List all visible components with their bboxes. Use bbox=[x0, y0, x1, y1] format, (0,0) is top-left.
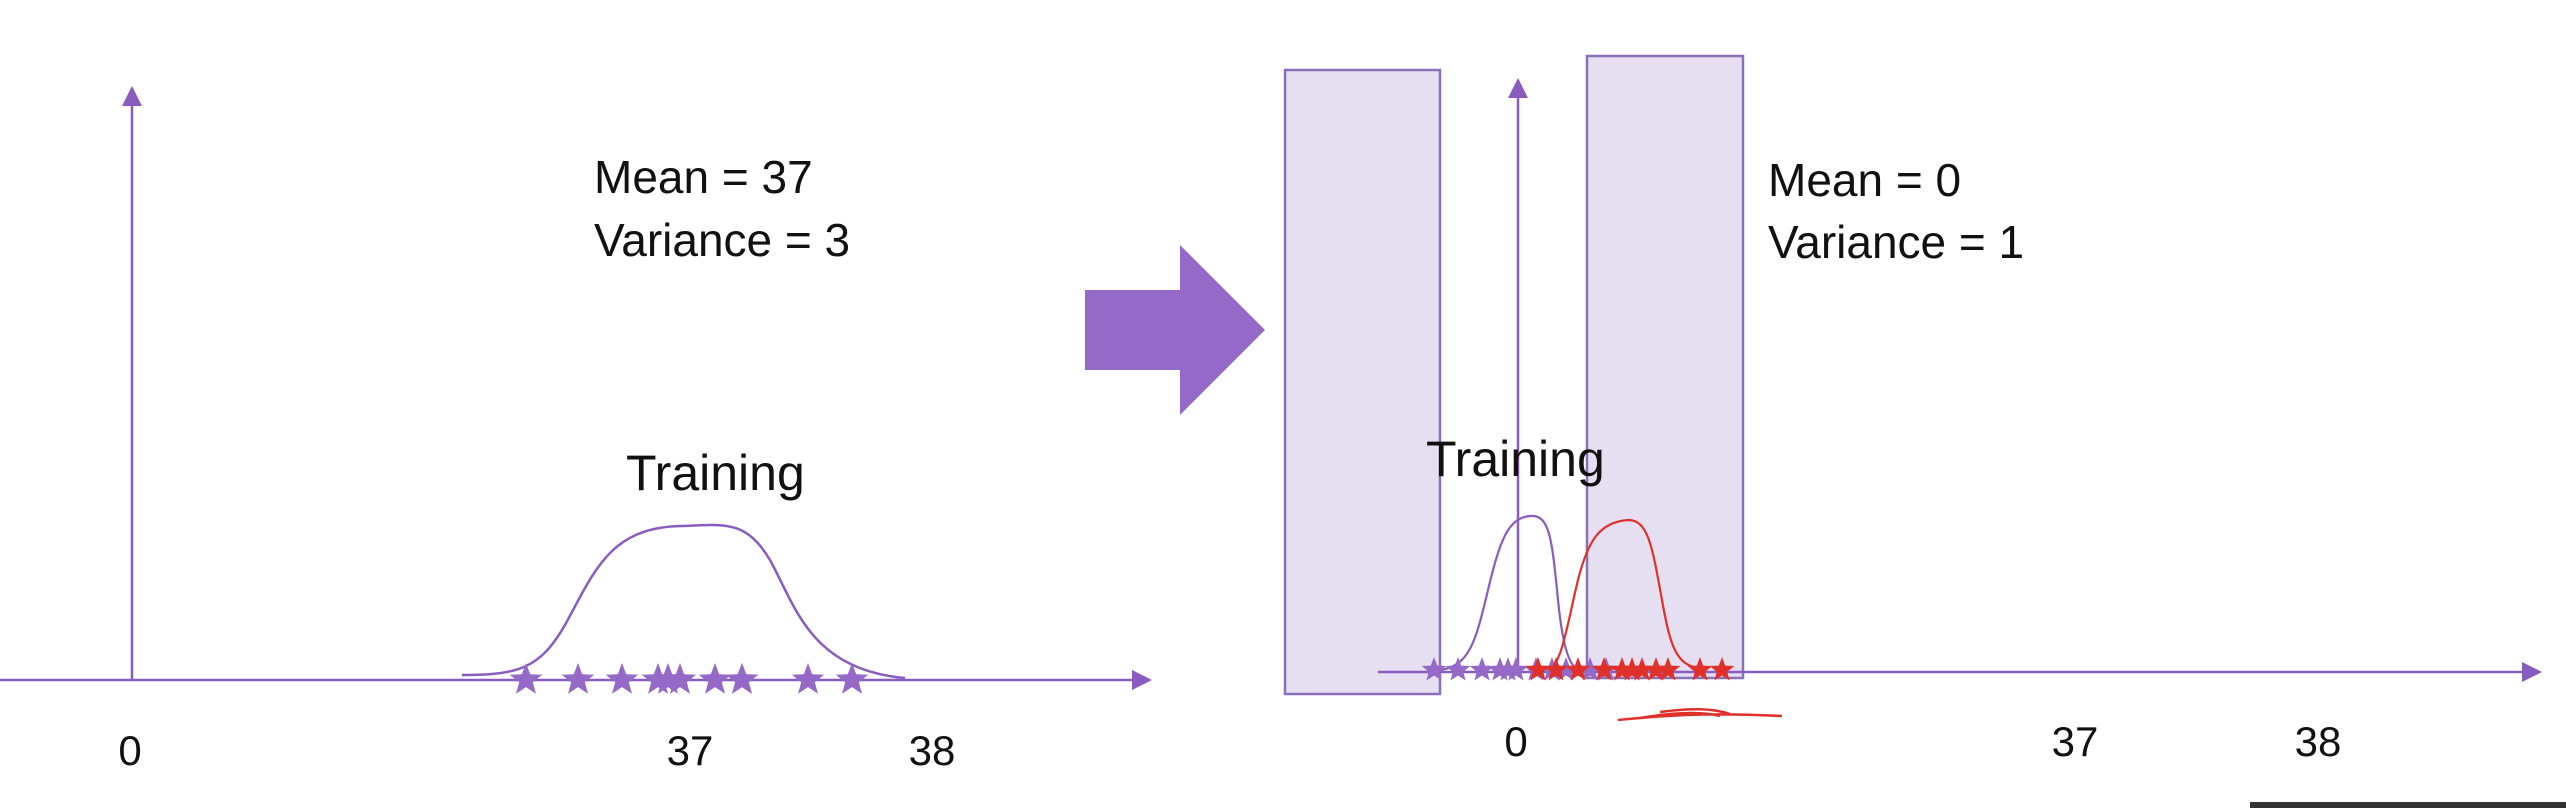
right-tick-38: 38 bbox=[2295, 718, 2342, 765]
right-tick-0: 0 bbox=[1504, 718, 1527, 765]
right-panel: Mean = 0 Variance = 1 Training 0 37 38 bbox=[1283, 54, 2542, 765]
shifted-star-6 bbox=[1619, 657, 1645, 681]
left-training-label: Training bbox=[626, 445, 805, 501]
right-variance-label: Variance = 1 bbox=[1768, 216, 2024, 268]
left-tick-0: 0 bbox=[118, 727, 141, 774]
shifted-star-3 bbox=[1565, 657, 1591, 681]
left-tick-37: 37 bbox=[667, 727, 714, 774]
shifted-star-10 bbox=[1687, 657, 1713, 681]
right-mean-label: Mean = 0 bbox=[1768, 154, 1961, 206]
right-arrow-icon bbox=[1085, 245, 1265, 415]
left-star-11 bbox=[725, 663, 759, 694]
shifted-sample-stars bbox=[1525, 657, 1735, 681]
left-star-6 bbox=[663, 663, 697, 694]
left-training-curve bbox=[461, 523, 906, 680]
shifted-star-1 bbox=[1525, 657, 1551, 681]
shifted-star-5 bbox=[1609, 657, 1635, 681]
left-star-7 bbox=[698, 663, 732, 694]
left-panel: Mean = 37 Variance = 3 Training 0 37 38 bbox=[0, 86, 1152, 774]
highlight-box-right bbox=[1585, 54, 1745, 680]
right-star-1 bbox=[1421, 657, 1447, 681]
left-star-10 bbox=[835, 663, 869, 694]
right-training-curve bbox=[1439, 514, 1581, 672]
shifted-star-9 bbox=[1655, 657, 1681, 681]
left-star-2 bbox=[561, 663, 595, 694]
right-training-label: Training bbox=[1426, 431, 1605, 487]
shifted-star-2 bbox=[1543, 657, 1569, 681]
left-sample-stars bbox=[509, 663, 869, 694]
corner-overlay bbox=[2250, 802, 2566, 808]
right-star-2 bbox=[1445, 657, 1471, 681]
left-star-5 bbox=[651, 663, 685, 694]
shifted-star-7 bbox=[1629, 657, 1655, 681]
shifted-star-4 bbox=[1591, 657, 1617, 681]
shifted-distribution-curve bbox=[1547, 518, 1701, 672]
right-tick-37: 37 bbox=[2052, 718, 2099, 765]
left-variance-label: Variance = 3 bbox=[594, 214, 850, 266]
left-tick-38: 38 bbox=[909, 727, 956, 774]
shifted-star-8 bbox=[1643, 657, 1669, 681]
red-underline-scribble bbox=[1617, 707, 1783, 722]
left-mean-label: Mean = 37 bbox=[594, 151, 813, 203]
highlight-box-left bbox=[1283, 68, 1442, 696]
shifted-star-11 bbox=[1709, 657, 1735, 681]
right-star-6 bbox=[1503, 657, 1529, 681]
left-star-1 bbox=[509, 663, 543, 694]
right-star-9 bbox=[1553, 657, 1579, 681]
left-star-9 bbox=[791, 663, 825, 694]
right-star-3 bbox=[1469, 657, 1495, 681]
left-star-3 bbox=[605, 663, 639, 694]
right-star-10 bbox=[1577, 657, 1603, 681]
